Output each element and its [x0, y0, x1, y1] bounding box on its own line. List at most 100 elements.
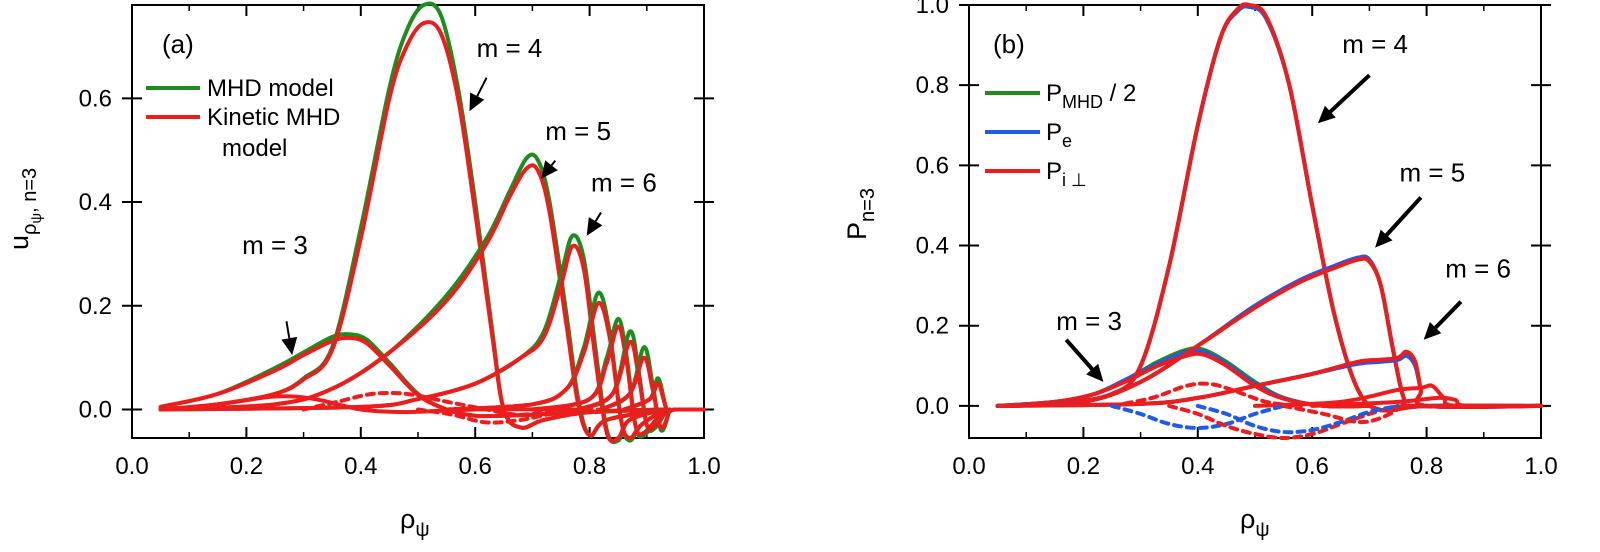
legend-label-pi: Pi ⊥ — [1046, 158, 1087, 190]
x-axis-label-a: ρψ — [400, 504, 430, 541]
ticks-b: 0.0 0.2 0.4 0.6 0.8 1.0 0.0 0.2 0.4 0.6 0.8 1.0 — [916, 0, 1558, 480]
x-axis-label-a-sub: ψ — [415, 519, 429, 541]
annotation-arrow-shaft — [1434, 300, 1463, 330]
annotation-label: m = 4 — [477, 33, 543, 63]
y-tick-label: 0.2 — [79, 293, 112, 320]
legend-label-kinetic-line2: model — [222, 135, 287, 162]
series-a — [158, 1, 706, 445]
x-tick-label: 0.0 — [115, 453, 148, 480]
series-line-mhd — [158, 332, 666, 419]
x-tick-label: 0.0 — [952, 453, 985, 480]
y-axis-label-a-base: u — [4, 235, 34, 250]
x-tick-label: 0.2 — [230, 453, 263, 480]
annotation-arrow-shaft — [476, 77, 488, 97]
annotation-label: m = 3 — [1056, 306, 1122, 336]
annotations-b: m = 3 m = 4 m = 5 m = 6 — [1056, 29, 1511, 382]
panel-a: 0.0 0.2 0.4 0.6 0.8 1.00.00.20.40.6 m = 3m = … — [4, 1, 721, 541]
annotation-arrow-shaft — [1328, 73, 1371, 114]
series-line-pe-dashed — [1195, 403, 1400, 435]
plot-frame-b — [968, 4, 1542, 439]
series-line-kinetic — [599, 355, 672, 430]
legend-b: PMHD / 2 Pe Pi ⊥ — [985, 80, 1136, 190]
series-line-kinetic — [621, 381, 706, 414]
annotation-arrow-head — [1375, 229, 1393, 248]
panel-label-a: (a) — [162, 29, 194, 59]
annotation-arrow-shaft — [550, 159, 557, 166]
y-tick-label: 0.6 — [79, 85, 112, 112]
legend-label-kinetic: Kinetic MHD — [207, 104, 340, 131]
annotation-arrow-head — [1423, 322, 1442, 340]
panel-label-b: (b) — [993, 29, 1025, 59]
x-axis-label-a-base: ρ — [400, 504, 415, 534]
annotations-a: m = 3 m = 4 m = 5 m = 6 — [242, 33, 657, 355]
legend-label-pmhd-base: P — [1046, 80, 1062, 107]
annotation-arrow-head — [541, 160, 558, 179]
annotation-arrow-shaft — [1064, 338, 1094, 371]
series-line-kinetic — [995, 351, 1372, 409]
y-axis-label-a-subsub: ψ — [28, 213, 45, 224]
x-tick-label: 0.4 — [344, 453, 377, 480]
annotation-label: m = 5 — [1399, 157, 1465, 187]
series-b — [995, 2, 1543, 440]
legend-label-pe-sub: e — [1062, 131, 1072, 151]
series-line-kinetic — [995, 256, 1543, 409]
series-line-kinetic-dashed — [301, 390, 563, 417]
series-line-kinetic — [1310, 395, 1543, 409]
x-tick-label: 1.0 — [687, 453, 720, 480]
legend-label-pe-base: P — [1046, 119, 1062, 146]
annotation-arrow-head — [281, 336, 298, 355]
series-line-kinetic — [158, 394, 592, 415]
y-tick-label: 0.2 — [916, 313, 949, 340]
legend-label-mhd: MHD model — [207, 75, 334, 102]
y-tick-label: 0.4 — [916, 233, 949, 260]
series-line-kinetic-dashed — [1281, 403, 1406, 425]
annotation-arrow-head — [469, 92, 485, 112]
legend-a: MHD model Kinetic MHD model — [146, 75, 340, 162]
x-axis-label-b-sub: ψ — [1255, 519, 1269, 541]
series-line-pe — [995, 348, 1372, 409]
legend-label-pmhd-suffix: / 2 — [1103, 80, 1136, 107]
series-line-kinetic — [444, 301, 666, 440]
annotation-label: m = 6 — [1445, 254, 1511, 284]
series-line-mhd — [995, 2, 1543, 413]
legend-label-pmhd: PMHD / 2 — [1046, 80, 1136, 112]
y-axis-label-b-base: P — [842, 222, 872, 240]
series-line-kinetic — [158, 163, 666, 438]
x-tick-label: 1.0 — [1524, 453, 1557, 480]
y-tick-label: 0.6 — [916, 152, 949, 179]
series-line-kinetic — [995, 349, 1543, 410]
y-axis-label-a: uρψ, n=3 — [4, 168, 45, 250]
legend-label-pmhd-sub: MHD — [1062, 92, 1103, 112]
legend-label-pi-sub: i ⊥ — [1062, 170, 1087, 190]
x-tick-label: 0.6 — [1296, 453, 1329, 480]
series-line-kinetic — [530, 324, 666, 437]
ticks-a: 0.0 0.2 0.4 0.6 0.8 1.0 0.0 0.2 0.4 0.6 — [79, 5, 721, 480]
series-line-pe-dashed — [1110, 403, 1286, 430]
y-tick-label: 0.0 — [79, 396, 112, 423]
annotation-label: m = 5 — [545, 116, 611, 146]
annotation-arrow-head — [586, 217, 603, 236]
x-tick-label: 0.4 — [1181, 453, 1214, 480]
annotation-label: m = 4 — [1342, 29, 1408, 59]
series-line-kinetic — [995, 2, 1543, 413]
legend-label-pi-base: P — [1046, 158, 1062, 185]
annotation-arrow-head — [1086, 363, 1104, 382]
x-axis-label-b: ρψ — [1240, 504, 1270, 541]
y-axis-label-b-sub: n=3 — [857, 188, 879, 222]
x-axis-label-b-base: ρ — [1240, 504, 1255, 534]
y-axis-label-a-sub1: ρ — [19, 224, 41, 235]
x-tick-label: 0.2 — [1067, 453, 1100, 480]
series-line-kinetic — [158, 335, 666, 419]
series-line-pe — [995, 4, 1543, 413]
y-axis-label-b: Pn=3 — [842, 188, 879, 240]
annotation-arrow-shaft — [594, 211, 602, 222]
annotation-arrow-shaft — [1385, 196, 1423, 237]
annotation-arrow-head — [1317, 105, 1336, 124]
y-tick-label: 1.0 — [916, 0, 949, 19]
y-axis-label-a-sub2: , n=3 — [19, 168, 41, 213]
y-tick-label: 0.8 — [916, 72, 949, 99]
series-line-kinetic — [158, 20, 666, 430]
x-tick-label: 0.6 — [459, 453, 492, 480]
annotation-label: m = 6 — [591, 168, 657, 198]
